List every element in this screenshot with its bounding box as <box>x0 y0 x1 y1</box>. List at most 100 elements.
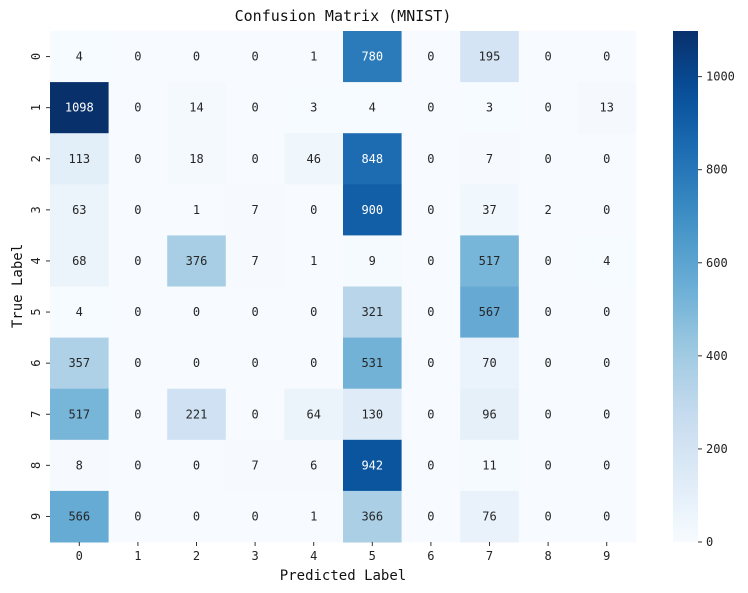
heatmap-cell <box>343 490 403 543</box>
cell-value-label: 3 <box>486 101 493 115</box>
cell-value-label: 14 <box>189 101 203 115</box>
heatmap-cell <box>577 133 637 185</box>
heatmap-cell <box>225 184 285 236</box>
heatmap-cell <box>108 184 168 236</box>
heatmap-cell <box>460 184 520 236</box>
heatmap-cell <box>518 133 578 185</box>
cell-value-label: 11 <box>482 458 496 472</box>
x-axis-label: Predicted Label <box>280 568 406 584</box>
heatmap-cell <box>401 286 461 339</box>
heatmap-cell <box>50 388 110 441</box>
y-axis-label: True Label <box>10 244 26 328</box>
cell-value-label: 0 <box>544 458 551 472</box>
y-tick-label: 9 <box>29 513 43 520</box>
colorbar-tick-label: 0 <box>706 535 713 549</box>
cell-value-label: 357 <box>68 356 90 370</box>
cell-value-label: 0 <box>427 152 434 166</box>
cell-value-label: 7 <box>251 458 258 472</box>
cell-value-label: 900 <box>361 203 383 217</box>
cell-value-label: 64 <box>306 407 320 421</box>
heatmap-cell <box>343 337 403 390</box>
cell-value-label: 9 <box>369 254 376 268</box>
heatmap-cell <box>577 286 637 339</box>
x-axis-ticks: 0 1 2 3 4 5 6 7 8 9 <box>76 542 610 563</box>
heatmap-cell <box>284 235 344 287</box>
heatmap-cell <box>225 235 285 287</box>
heatmap-cell <box>401 388 461 441</box>
heatmap-cell <box>343 286 403 339</box>
heatmap-cell <box>460 286 520 339</box>
y-tick-label: 8 <box>29 462 43 469</box>
x-tick-label: 9 <box>603 549 610 563</box>
cell-value-label: 0 <box>134 101 141 115</box>
heatmap-cell <box>577 490 637 543</box>
heatmap-cell <box>225 31 285 83</box>
cell-value-label: 517 <box>479 254 501 268</box>
heatmap-cell <box>284 439 344 492</box>
heatmap-cell <box>225 286 285 339</box>
cell-value-label: 1 <box>310 50 317 64</box>
heatmap-cell <box>460 235 520 287</box>
cell-value-label: 0 <box>544 254 551 268</box>
chart-title: Confusion Matrix (MNIST) <box>235 7 452 25</box>
x-tick-label: 2 <box>193 549 200 563</box>
heatmap-cell <box>401 235 461 287</box>
heatmap-cell <box>518 337 578 390</box>
cell-value-label: 37 <box>482 203 496 217</box>
colorbar-tick-label: 200 <box>706 442 728 456</box>
heatmap-cell <box>577 439 637 492</box>
cell-value-label: 0 <box>134 203 141 217</box>
cell-value-label: 517 <box>68 407 90 421</box>
cell-value-label: 0 <box>427 407 434 421</box>
heatmap-cell <box>167 388 227 441</box>
cell-value-label: 96 <box>482 407 496 421</box>
cell-value-label: 70 <box>482 356 496 370</box>
cell-value-label: 0 <box>544 305 551 319</box>
y-tick-label: 2 <box>29 155 43 162</box>
heatmap-cell <box>108 388 168 441</box>
y-tick-label: 6 <box>29 360 43 367</box>
cell-value-label: 0 <box>193 305 200 319</box>
heatmap-cell <box>50 133 110 185</box>
heatmap-cell <box>50 82 110 134</box>
heatmap-cell <box>401 31 461 83</box>
heatmap-cell <box>50 184 110 236</box>
cell-value-label: 7 <box>251 254 258 268</box>
colorbar-tick-label: 1000 <box>706 70 735 84</box>
y-axis-ticks: 0 1 2 3 4 5 6 7 8 9 <box>29 53 50 520</box>
heatmap-cell <box>460 439 520 492</box>
cell-value-label: 531 <box>361 356 383 370</box>
cell-value-label: 8 <box>76 458 83 472</box>
cell-value-label: 0 <box>193 509 200 523</box>
y-tick-label: 4 <box>29 257 43 264</box>
heatmap-cell <box>108 439 168 492</box>
heatmap-cell <box>577 388 637 441</box>
heatmap-cell <box>518 82 578 134</box>
heatmap-cell <box>167 31 227 83</box>
heatmap-cell <box>460 388 520 441</box>
colorbar-gradient <box>673 31 698 542</box>
cell-value-label: 0 <box>193 356 200 370</box>
cell-value-label: 46 <box>306 152 320 166</box>
heatmap-cell <box>343 439 403 492</box>
cell-value-label: 0 <box>427 509 434 523</box>
cell-value-label: 0 <box>134 305 141 319</box>
cell-value-label: 0 <box>251 305 258 319</box>
heatmap-cell <box>225 82 285 134</box>
heatmap-cell <box>577 82 637 134</box>
cell-value-label: 0 <box>544 509 551 523</box>
cell-value-label: 1098 <box>65 101 94 115</box>
cell-value-label: 848 <box>361 152 383 166</box>
cell-value-label: 0 <box>427 356 434 370</box>
y-tick-label: 7 <box>29 411 43 418</box>
heatmap-cell <box>50 337 110 390</box>
cell-value-label: 0 <box>544 152 551 166</box>
heatmap-cell <box>518 286 578 339</box>
cell-value-label: 0 <box>544 356 551 370</box>
cell-value-label: 0 <box>603 458 610 472</box>
cell-value-label: 0 <box>251 152 258 166</box>
cell-value-label: 0 <box>134 254 141 268</box>
colorbar-tick-label: 400 <box>706 349 728 363</box>
x-tick-label: 1 <box>134 549 141 563</box>
heatmap-cell <box>50 235 110 287</box>
